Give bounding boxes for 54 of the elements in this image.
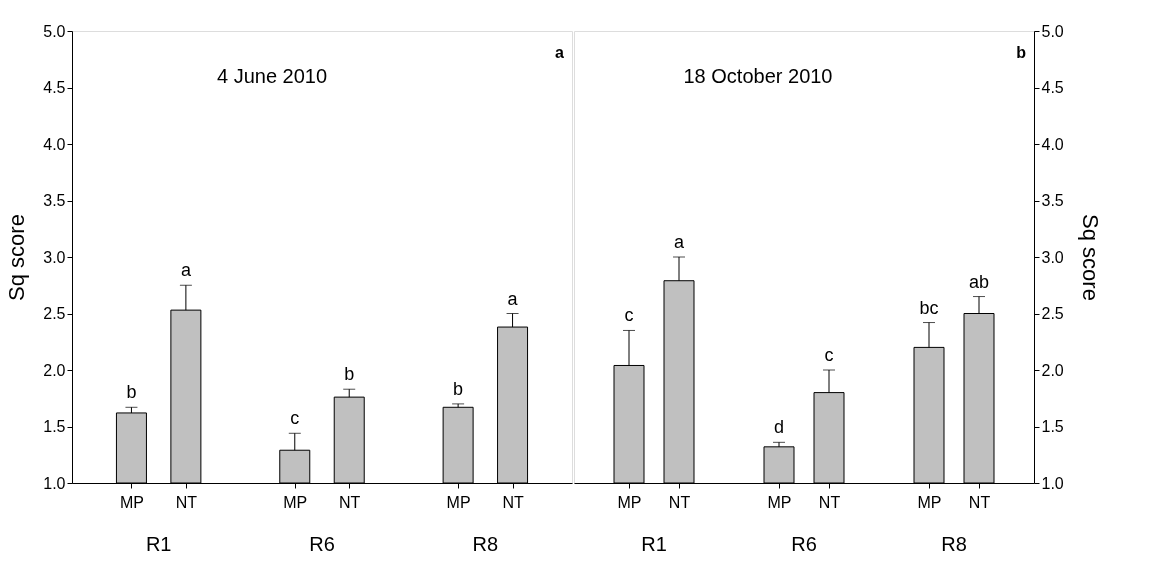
data-label: a (673, 232, 685, 252)
data-label: c (824, 345, 834, 365)
text: b (1016, 44, 1027, 61)
y-tick-label: 2.0 (43, 361, 66, 379)
y-tick-label: 1.5 (43, 418, 66, 435)
x-tick-label: MP (119, 493, 144, 511)
data-label: c (290, 408, 300, 429)
y-tick-label: 4.0 (1041, 135, 1064, 153)
data-label: d (773, 417, 785, 438)
y-tick-label: 5.0 (43, 22, 66, 40)
y-axis-title: Sq score (1077, 214, 1103, 301)
y-tick-label: 1.0 (1041, 474, 1064, 492)
text: R8 (941, 533, 967, 555)
data-label: b (453, 378, 464, 399)
text: R6 (791, 533, 817, 555)
text: a (555, 44, 565, 61)
y-tick-label: 3.5 (43, 192, 66, 209)
x-tick-label: NT (339, 493, 361, 511)
x-tick-label: MP (283, 493, 308, 511)
x-tick-label: NT (968, 493, 991, 511)
x-tick-label: NT (502, 493, 524, 511)
text: R6 (309, 533, 335, 555)
y-tick-label: 3.0 (1041, 248, 1064, 266)
x-tick-label: MP (617, 493, 642, 511)
data-label: b (126, 382, 137, 403)
x-tick-label: MP (917, 493, 942, 511)
y-tick-label: 2.5 (1041, 305, 1064, 322)
x-tick-label: NT (818, 493, 841, 511)
x-tick-label: MP (446, 493, 471, 511)
y-tick-label: 2.5 (43, 305, 66, 322)
text: R1 (145, 533, 172, 555)
text: R1 (641, 533, 667, 555)
y-tick-label: 1.0 (43, 474, 66, 492)
text: 18 October 2010 (683, 65, 833, 87)
y-tick-label: 1.5 (1041, 418, 1064, 435)
data-label: ab (968, 271, 990, 292)
y-tick-label: 3.5 (1041, 192, 1064, 209)
text: R8 (472, 533, 499, 555)
x-tick-label: NT (668, 493, 691, 511)
y-tick-label: 4.5 (43, 79, 66, 96)
data-label: b (344, 364, 355, 385)
data-label: bc (919, 297, 939, 318)
y-tick-label: 2.0 (1041, 361, 1064, 379)
x-tick-label: NT (175, 493, 198, 511)
y-axis-title: Sq score (4, 214, 30, 301)
y-tick-label: 4.0 (43, 135, 66, 153)
y-tick-label: 3.0 (43, 248, 66, 266)
text: 4 June 2010 (216, 65, 328, 87)
data-label: a (180, 260, 192, 281)
y-tick-label: 4.5 (1041, 79, 1064, 96)
y-tick-label: 5.0 (1041, 22, 1064, 40)
x-tick-label: MP (767, 493, 792, 511)
data-label: c (624, 305, 634, 326)
data-label: a (507, 288, 519, 309)
